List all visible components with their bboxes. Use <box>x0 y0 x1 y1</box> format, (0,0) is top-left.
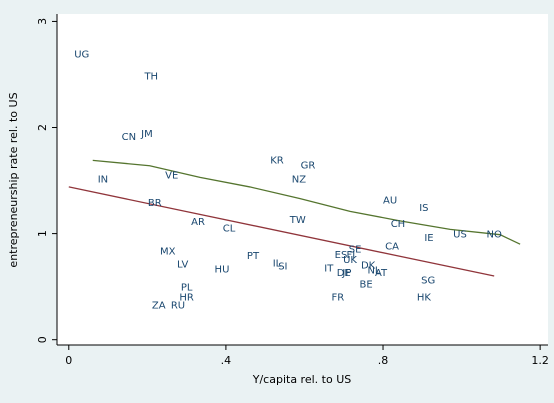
y-tick-label: 0 <box>36 336 49 343</box>
point-label: CN <box>122 132 136 143</box>
plot-area <box>57 14 548 345</box>
point-label: CH <box>391 219 406 230</box>
point-label: AT <box>375 268 388 279</box>
point-label: SG <box>421 275 435 286</box>
fit-line <box>68 186 495 277</box>
point-label: ES <box>335 250 348 261</box>
point-label: NZ <box>292 175 306 186</box>
point-label: FR <box>332 292 345 303</box>
point-label: DK <box>361 260 376 271</box>
point-label: IL <box>273 258 282 269</box>
x-tick-label: 1.2 <box>531 354 549 367</box>
point-label: MX <box>160 247 176 258</box>
point-label: AR <box>191 217 205 228</box>
point-label: PT <box>247 251 260 262</box>
point-label: GR <box>301 161 316 172</box>
point-label: JP <box>341 268 351 279</box>
point-label: RU <box>171 301 185 312</box>
fit-line <box>92 159 521 245</box>
point-label: IE <box>424 233 433 244</box>
x-tick-label: 0 <box>65 354 72 367</box>
point-label: PL <box>181 283 193 294</box>
point-label: CL <box>223 223 236 234</box>
point-label: TW <box>289 215 306 226</box>
y-axis-title: entrepreneurship rate rel. to US <box>7 92 20 267</box>
point-label: US <box>453 230 467 241</box>
point-label: LV <box>177 259 188 270</box>
point-label: SE <box>349 245 362 256</box>
point-label: HU <box>215 265 230 276</box>
point-label: UG <box>74 49 89 60</box>
point-label: TH <box>143 72 158 83</box>
point-label: NL <box>367 266 380 277</box>
point-label: VE <box>165 170 178 181</box>
point-label: BE <box>360 280 373 291</box>
point-label: FI <box>346 250 355 261</box>
y-tick-label: 1 <box>36 230 49 237</box>
x-tick-label: .4 <box>221 354 232 367</box>
point-label: CA <box>385 241 399 252</box>
point-label: UK <box>343 255 357 266</box>
point-label: IT <box>324 264 334 275</box>
point-label: NO <box>487 230 502 241</box>
point-label: IN <box>98 175 108 186</box>
x-tick-label: .8 <box>378 354 389 367</box>
point-label: DE <box>337 268 351 279</box>
point-label: IS <box>419 203 428 214</box>
point-label: HK <box>417 292 432 303</box>
point-label: KR <box>270 155 284 166</box>
point-label: ZA <box>152 301 166 312</box>
point-label: AU <box>383 196 397 207</box>
point-label: JM <box>140 129 153 140</box>
x-axis-title: Y/capita rel. to US <box>252 373 351 386</box>
point-label: SI <box>278 261 287 272</box>
point-label: HR <box>179 292 194 303</box>
point-label: BR <box>148 198 162 209</box>
y-tick-label: 2 <box>36 124 49 131</box>
y-tick-label: 3 <box>36 18 49 25</box>
